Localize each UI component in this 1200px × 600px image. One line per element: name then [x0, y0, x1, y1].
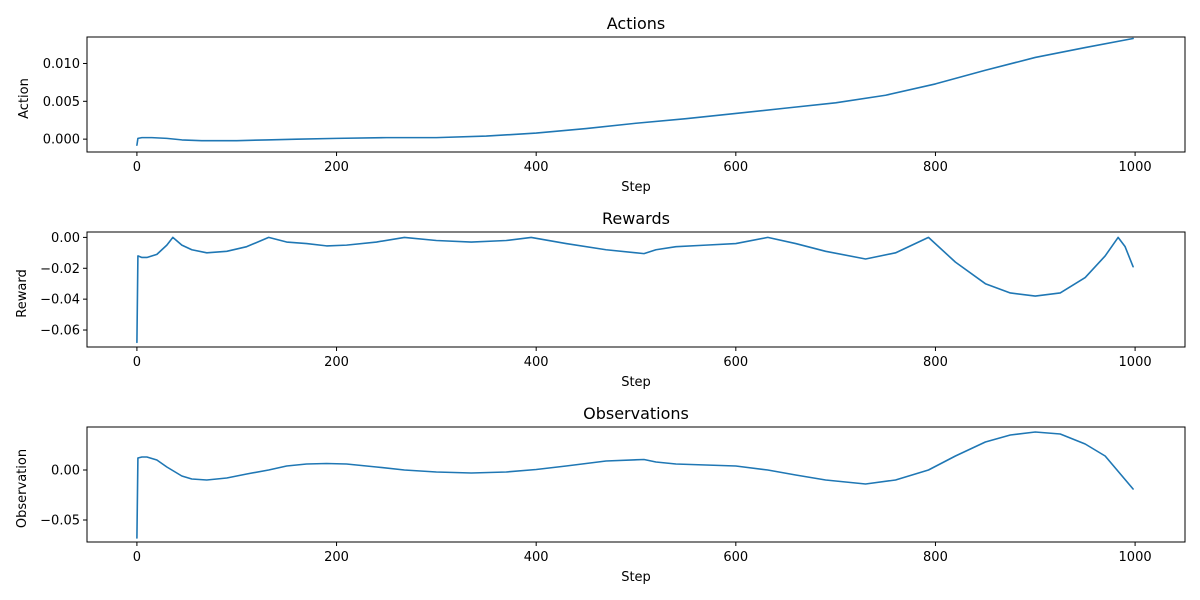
series-line: [136, 236, 1134, 344]
y-tick-label: 0.010: [43, 57, 80, 72]
y-tick-label: 0.000: [43, 133, 80, 148]
x-tick-label: 600: [723, 355, 748, 370]
x-axis-label: Step: [621, 375, 651, 390]
x-axis-label: Step: [621, 570, 651, 585]
x-tick-label: 1000: [1119, 355, 1152, 370]
y-tick-label: −0.04: [40, 293, 80, 308]
x-tick-label: 800: [923, 160, 948, 175]
x-tick-label: 400: [524, 160, 549, 175]
y-axis-label: Reward: [15, 269, 30, 317]
x-tick-label: 0: [133, 355, 141, 370]
series-line: [136, 37, 1134, 146]
x-tick-label: 400: [524, 355, 549, 370]
y-tick-label: 0.005: [43, 95, 80, 110]
actions-panel: Actions 0 200 400 600 800 1000 0.000 0.005 0.010 S…: [17, 14, 1186, 195]
x-tick-label: 400: [524, 550, 549, 565]
rewards-panel: Rewards 0 200 400 600 800 1000 −0.06 −0.04 −0.02 0…: [15, 209, 1186, 390]
y-tick-label: −0.02: [40, 262, 80, 277]
x-tick-label: 200: [324, 550, 349, 565]
y-axis-label: Action: [17, 78, 32, 119]
x-tick-label: 0: [133, 550, 141, 565]
x-tick-label: 1000: [1119, 160, 1152, 175]
x-tick-label: 0: [133, 160, 141, 175]
x-tick-label: 800: [923, 550, 948, 565]
x-tick-label: 800: [923, 355, 948, 370]
x-tick-label: 600: [723, 550, 748, 565]
y-tick-label: 0.00: [51, 231, 80, 246]
x-tick-label: 200: [324, 355, 349, 370]
chart-title: Actions: [607, 14, 665, 33]
y-tick-label: 0.00: [51, 464, 80, 479]
y-tick-label: −0.05: [40, 514, 80, 529]
y-tick-label: −0.06: [40, 324, 80, 339]
chart-title: Rewards: [602, 209, 670, 228]
chart-title: Observations: [583, 404, 689, 423]
x-tick-label: 200: [324, 160, 349, 175]
x-axis-label: Step: [621, 180, 651, 195]
x-tick-label: 600: [723, 160, 748, 175]
axes-frame: [86, 231, 1186, 348]
x-tick-label: 1000: [1119, 550, 1152, 565]
series-line: [136, 431, 1134, 539]
axes-frame: [86, 426, 1186, 543]
observations-panel: Observations 0 200 400 600 800 1000 −0.05 0.00 St…: [15, 404, 1186, 585]
axes-frame: [86, 36, 1186, 153]
y-axis-label: Observation: [15, 449, 30, 528]
